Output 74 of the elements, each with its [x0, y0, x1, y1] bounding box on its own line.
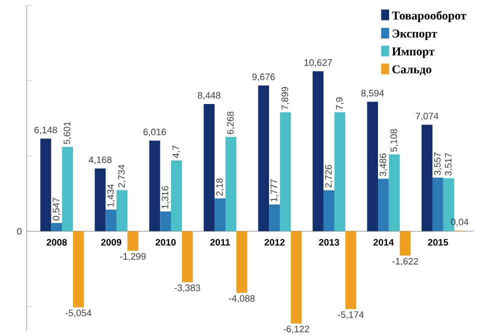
x-tick-label: 2008	[46, 239, 67, 246]
legend-label: Экспорт	[392, 30, 438, 40]
bar	[388, 154, 400, 232]
x-tick-label: 2014	[373, 239, 394, 246]
bar	[400, 231, 411, 256]
data-label: 0,547	[52, 198, 60, 221]
data-label: 2,18	[216, 178, 224, 196]
data-label: -6,122	[283, 326, 310, 334]
bar	[324, 190, 334, 232]
bar	[367, 102, 378, 232]
bar	[345, 231, 356, 310]
bar	[225, 137, 236, 232]
legend-label: Импорт	[392, 48, 434, 58]
bar	[204, 104, 215, 232]
data-label: 1,777	[270, 180, 278, 202]
bar	[269, 204, 280, 232]
data-label: 4,7	[172, 146, 180, 158]
bar	[149, 140, 160, 232]
data-label: 10,627	[304, 59, 332, 68]
bar	[422, 124, 432, 232]
bar	[94, 168, 106, 232]
data-label: -3,383	[174, 284, 200, 292]
data-label: -5,174	[338, 312, 364, 320]
bar	[432, 178, 444, 232]
legend-label: Товарооборот	[392, 11, 466, 22]
data-label: 8,448	[198, 92, 220, 100]
data-label: 6,148	[34, 126, 58, 135]
x-tick-label: 2012	[264, 239, 285, 246]
x-tick-label: 2009	[101, 239, 122, 246]
bar	[312, 71, 324, 232]
bar	[214, 198, 226, 232]
bar	[116, 190, 128, 232]
x-tick-label: 2015	[428, 239, 448, 246]
data-label: 6,268	[227, 112, 235, 134]
data-label: 1,316	[162, 186, 170, 209]
data-label: 3,557	[434, 152, 442, 176]
x-tick-label: 2013	[319, 239, 340, 246]
data-label: 1,434	[107, 184, 115, 207]
data-label: 6,016	[143, 128, 166, 137]
data-label: -4,088	[229, 295, 255, 303]
data-label: 9,676	[252, 74, 275, 82]
bar	[182, 231, 193, 282]
data-label: 4,168	[88, 156, 112, 164]
bar	[280, 112, 291, 232]
data-label: -5,054	[66, 310, 92, 318]
data-label: 5,601	[64, 122, 72, 144]
bar	[72, 231, 84, 308]
bar	[127, 231, 138, 251]
bar	[378, 178, 389, 232]
bar	[334, 112, 346, 232]
bar	[236, 231, 248, 293]
data-label: -1,622	[392, 258, 418, 266]
data-label: -1,299	[120, 253, 146, 261]
x-tick-label: 2011	[210, 239, 230, 246]
bar	[106, 210, 117, 232]
bar	[62, 147, 73, 232]
bar	[290, 231, 302, 324]
data-label: 7,899	[282, 87, 290, 110]
bar	[258, 86, 270, 232]
data-label: 8,594	[361, 90, 384, 98]
data-label: 3,517	[444, 153, 453, 176]
data-label: 3,486	[380, 154, 388, 176]
data-label: 2,734	[118, 164, 126, 188]
x-tick-label: 2010	[156, 239, 176, 246]
text: 0	[17, 228, 22, 235]
data-label: 7,074	[416, 112, 438, 121]
legend-label: Сальдо	[392, 65, 432, 76]
bar	[51, 223, 62, 232]
data-label: 7,9	[336, 98, 344, 110]
bar	[171, 160, 182, 232]
bar	[160, 212, 172, 232]
data-label: 2,726	[325, 165, 333, 188]
data-label: 5,108	[390, 129, 398, 152]
bar	[40, 138, 52, 232]
